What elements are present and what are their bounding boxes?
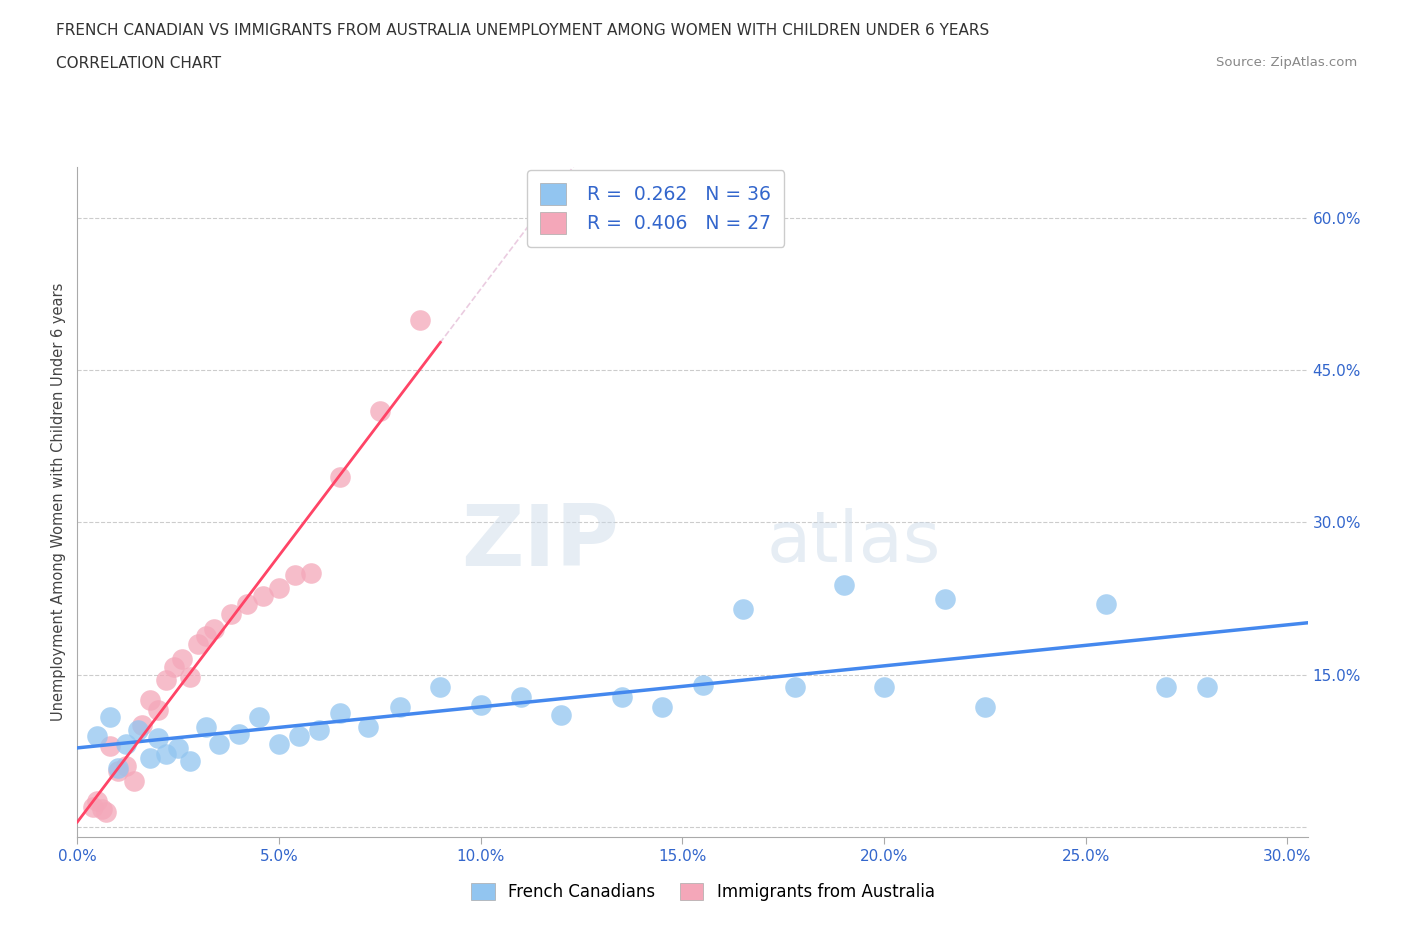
Point — [163, 659, 186, 674]
Point — [368, 404, 391, 418]
Text: FRENCH CANADIAN VS IMMIGRANTS FROM AUSTRALIA UNEMPLOYMENT AMONG WOMEN WITH CHILD: FRENCH CANADIAN VS IMMIGRANTS FROM AUSTR… — [56, 23, 990, 38]
Point — [179, 753, 201, 768]
Point — [1156, 680, 1178, 695]
Point — [252, 588, 274, 603]
Point — [122, 774, 145, 789]
Point — [90, 801, 112, 816]
Point — [139, 693, 162, 708]
Point — [470, 698, 492, 712]
Point — [389, 699, 412, 714]
Point — [204, 621, 226, 636]
Point — [228, 726, 250, 741]
Point — [651, 699, 673, 714]
Point — [98, 738, 121, 753]
Point — [267, 581, 290, 596]
Point — [86, 794, 108, 809]
Point — [235, 596, 257, 611]
Point — [146, 703, 169, 718]
Point — [288, 728, 311, 743]
Text: atlas: atlas — [766, 508, 941, 577]
Point — [107, 761, 129, 776]
Legend: French Canadians, Immigrants from Australia: French Canadians, Immigrants from Austra… — [464, 876, 942, 908]
Text: ZIP: ZIP — [461, 501, 619, 584]
Point — [247, 710, 270, 724]
Point — [550, 708, 572, 723]
Point — [731, 602, 754, 617]
Point — [155, 672, 177, 687]
Point — [86, 728, 108, 743]
Point — [98, 710, 121, 724]
Point — [139, 751, 162, 765]
Point — [1095, 596, 1118, 611]
Point — [328, 470, 350, 485]
Point — [510, 689, 533, 704]
Point — [207, 737, 229, 751]
Point — [114, 759, 136, 774]
Point — [284, 568, 307, 583]
Point — [179, 670, 201, 684]
Point — [167, 740, 190, 755]
Point — [308, 723, 330, 737]
Point — [785, 680, 807, 695]
Point — [934, 591, 956, 606]
Point — [82, 799, 104, 814]
Y-axis label: Unemployment Among Women with Children Under 6 years: Unemployment Among Women with Children U… — [51, 283, 66, 722]
Point — [973, 699, 995, 714]
Point — [146, 730, 169, 745]
Point — [107, 764, 129, 778]
Point — [195, 629, 218, 644]
Text: CORRELATION CHART: CORRELATION CHART — [56, 56, 221, 71]
Point — [267, 737, 290, 751]
Point — [127, 723, 149, 737]
Point — [172, 652, 194, 667]
Point — [409, 312, 432, 327]
Point — [429, 680, 451, 695]
Text: Source: ZipAtlas.com: Source: ZipAtlas.com — [1216, 56, 1357, 69]
Point — [357, 720, 380, 735]
Point — [195, 720, 218, 735]
Point — [94, 804, 117, 819]
Legend:  R =  0.262   N = 36,  R =  0.406   N = 27: R = 0.262 N = 36, R = 0.406 N = 27 — [527, 170, 785, 247]
Point — [832, 578, 855, 592]
Point — [131, 718, 153, 733]
Point — [328, 706, 350, 721]
Point — [114, 737, 136, 751]
Point — [692, 677, 714, 692]
Point — [187, 637, 209, 652]
Point — [610, 689, 633, 704]
Point — [299, 565, 322, 580]
Point — [219, 606, 242, 621]
Point — [873, 680, 896, 695]
Point — [155, 747, 177, 762]
Point — [1195, 680, 1218, 695]
